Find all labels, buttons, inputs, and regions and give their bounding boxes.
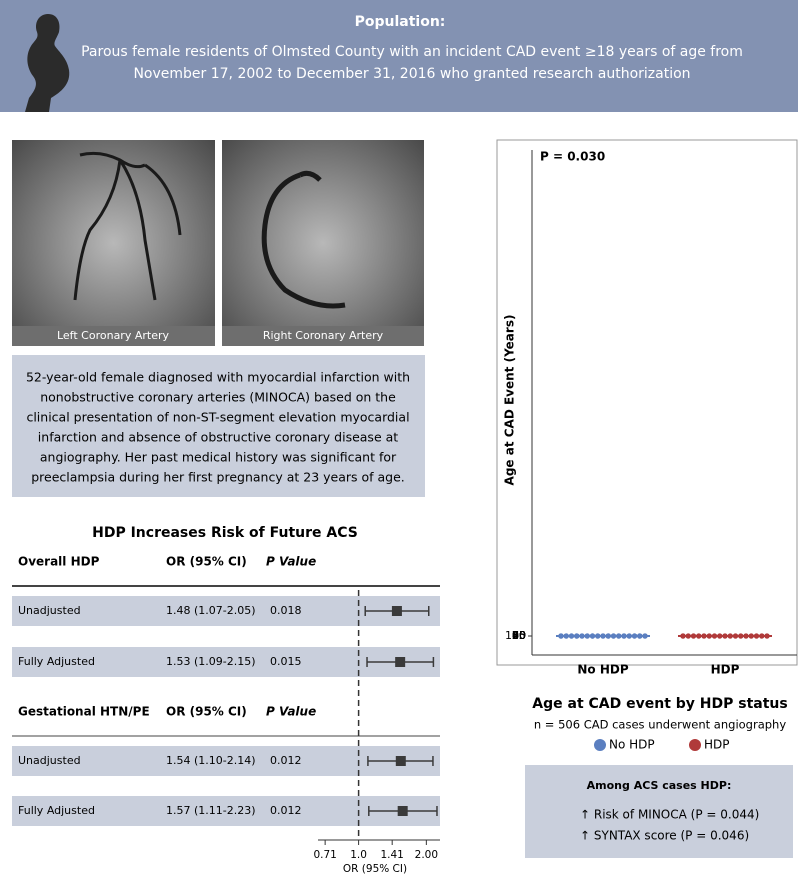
p-value: 0.018 xyxy=(270,604,302,617)
or-ci: 1.53 (1.09-2.15) xyxy=(166,655,256,668)
case-line: infarction and absence of obstructive co… xyxy=(38,430,398,445)
x-tick-label: 0.71 xyxy=(313,849,336,861)
header-line: Parous female residents of Olmsted Count… xyxy=(81,44,743,60)
or-point xyxy=(395,657,405,667)
section-name: Overall HDP xyxy=(18,555,100,569)
header-line: November 17, 2002 to December 31, 2016 w… xyxy=(133,66,690,82)
section-name: Gestational HTN/PE xyxy=(18,705,150,719)
image-caption: Right Coronary Artery xyxy=(263,329,384,342)
header-title: Population: xyxy=(355,14,446,30)
findings-title: Among ACS cases HDP: xyxy=(587,779,732,792)
row-label: Unadjusted xyxy=(18,604,81,617)
or-ci: 1.54 (1.10-2.14) xyxy=(166,754,256,767)
or-ci: 1.57 (1.11-2.23) xyxy=(166,804,256,817)
or-ci: 1.48 (1.07-2.05) xyxy=(166,604,256,617)
or-point xyxy=(398,806,408,816)
legend-label: No HDP xyxy=(609,738,655,752)
legend-label: HDP xyxy=(704,738,730,752)
x-tick-label: 1.0 xyxy=(350,849,367,861)
boxplot-panel xyxy=(497,140,797,665)
image-caption: Left Coronary Artery xyxy=(57,329,170,342)
column-header: OR (95% CI) xyxy=(166,555,247,569)
column-header: OR (95% CI) xyxy=(166,705,247,719)
x-axis-label: OR (95% CI) xyxy=(343,863,407,875)
x-tick-label: 2.00 xyxy=(415,849,438,861)
column-header: P Value xyxy=(266,555,316,569)
row-label: Unadjusted xyxy=(18,754,81,767)
page: Population: Parous female residents of O… xyxy=(0,0,798,876)
angiogram-left xyxy=(12,140,215,346)
case-line: 52-year-old female diagnosed with myocar… xyxy=(26,370,410,385)
y-tick-label: 100 xyxy=(505,629,526,642)
column-header: P Value xyxy=(266,705,316,719)
x-tick-label: HDP xyxy=(711,663,740,677)
case-line: clinical presentation of non-ST-segment … xyxy=(26,410,409,425)
case-line: preeclampsia during her first pregnancy … xyxy=(31,470,405,485)
p-value: 0.015 xyxy=(270,655,302,668)
x-tick-label: No HDP xyxy=(577,663,628,677)
annotation: P = 0.030 xyxy=(540,150,605,164)
legend-marker xyxy=(689,739,701,751)
or-point xyxy=(396,756,406,766)
chart-title: Age at CAD event by HDP status xyxy=(532,696,787,712)
finding: ↑ SYNTAX score (P = 0.046) xyxy=(580,829,749,843)
legend-marker xyxy=(594,739,606,751)
or-point xyxy=(392,606,402,616)
row-label: Fully Adjusted xyxy=(18,655,95,668)
forest-title: HDP Increases Risk of Future ACS xyxy=(92,525,358,541)
case-line: nonobstructive coronary arteries (MINOCA… xyxy=(40,390,396,405)
x-tick-label: 1.41 xyxy=(380,849,403,861)
row-label: Fully Adjusted xyxy=(18,804,95,817)
y-axis-label: Age at CAD Event (Years) xyxy=(503,315,517,486)
angiogram-right xyxy=(222,140,424,346)
p-value: 0.012 xyxy=(270,754,302,767)
case-line: angiography. Her past medical history wa… xyxy=(40,450,397,465)
p-value: 0.012 xyxy=(270,804,302,817)
finding: ↑ Risk of MINOCA (P = 0.044) xyxy=(580,808,759,822)
chart-subtitle: n = 506 CAD cases underwent angiography xyxy=(534,718,786,732)
